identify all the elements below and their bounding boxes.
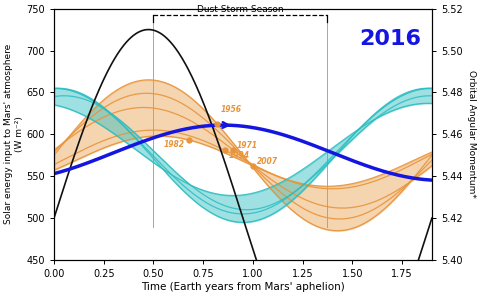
Text: 1982: 1982: [163, 141, 184, 149]
Text: 1971: 1971: [237, 141, 258, 149]
Text: 1994: 1994: [229, 151, 250, 160]
Text: Dust Storm Season: Dust Storm Season: [197, 5, 284, 14]
Text: 2016: 2016: [360, 29, 421, 49]
Text: 1956: 1956: [221, 104, 242, 114]
Y-axis label: Solar energy input to Mars' atmosphere
(W m⁻²): Solar energy input to Mars' atmosphere (…: [4, 44, 24, 224]
Y-axis label: Orbital Angular Momentum*: Orbital Angular Momentum*: [467, 70, 476, 198]
Text: 2007: 2007: [257, 157, 278, 165]
X-axis label: Time (Earth years from Mars' aphelion): Time (Earth years from Mars' aphelion): [141, 282, 345, 292]
